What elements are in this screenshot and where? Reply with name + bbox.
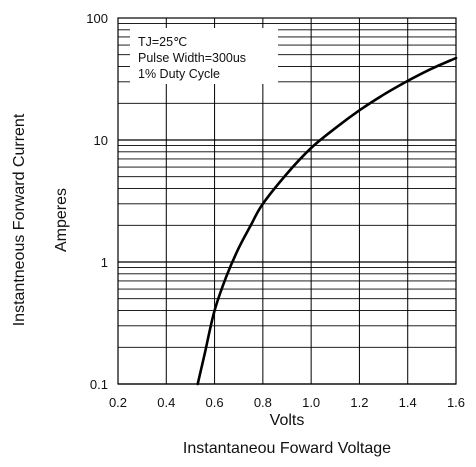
y-tick-label-0: 0.1 xyxy=(90,377,108,392)
series-group xyxy=(196,56,458,386)
y-tick-label-2: 10 xyxy=(94,133,108,148)
y-tick-label-3: 100 xyxy=(86,11,108,26)
x-tick-labels: 0.2 0.4 0.6 0.8 1.0 1.2 1.4 1.6 xyxy=(109,395,465,410)
x-axis-subtitle: Instantaneou Foward Voltage xyxy=(183,440,391,457)
x-tick-label-3: 0.8 xyxy=(254,395,272,410)
x-axis-label: Volts xyxy=(270,412,305,429)
annotation-duty-cycle: 1% Duty Cycle xyxy=(138,67,220,81)
x-tick-label-0: 0.2 xyxy=(109,395,127,410)
plot-frame xyxy=(117,17,457,385)
series-line-0 xyxy=(196,56,458,386)
annotation-pulse-width: Pulse Width=300us xyxy=(138,51,246,65)
x-tick-label-4: 1.0 xyxy=(302,395,320,410)
x-tick-label-5: 1.2 xyxy=(350,395,368,410)
x-tick-label-2: 0.6 xyxy=(206,395,224,410)
annotation-box xyxy=(130,28,278,84)
grid xyxy=(117,18,457,385)
x-tick-label-6: 1.4 xyxy=(399,395,417,410)
y-tick-label-1: 1 xyxy=(101,255,108,270)
annotation-temperature: TJ=25℃ xyxy=(138,35,187,49)
x-tick-label-1: 0.4 xyxy=(157,395,175,410)
y-axis-label-unit: Amperes xyxy=(53,188,70,252)
y-axis-label: Instantneous Forward Current xyxy=(11,113,28,326)
y-tick-labels: 0.1 1 10 100 xyxy=(86,11,108,392)
x-tick-label-7: 1.6 xyxy=(447,395,465,410)
